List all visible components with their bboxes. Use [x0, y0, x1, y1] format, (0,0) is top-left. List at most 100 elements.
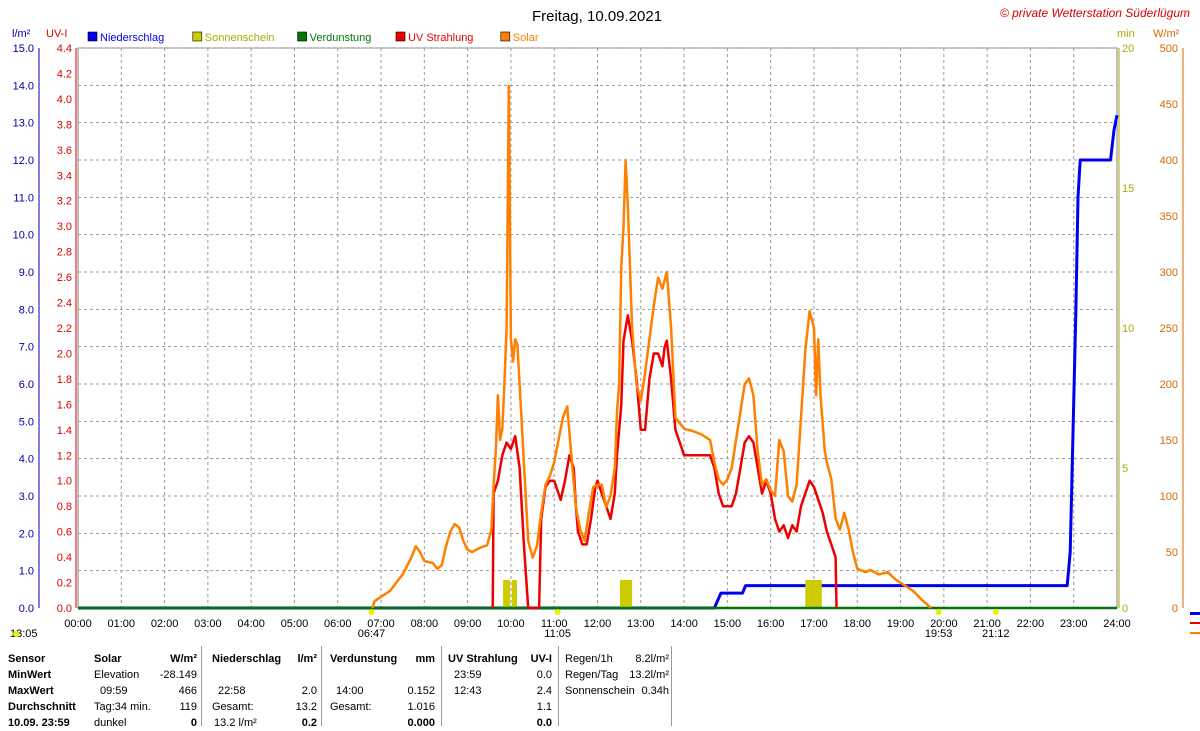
stats-uv-column: UV Strahlung UV-I 23:59 0.0 12:43 2.4 1.…	[442, 646, 559, 729]
solar-tick-label: 200	[1160, 379, 1178, 391]
x-tick-label: 01:00	[108, 618, 136, 630]
x-tick-label: 12:00	[584, 618, 612, 630]
stats-value: 13.2	[295, 701, 317, 713]
time-markers: 06:47 11:05 19:53 21:12	[358, 609, 1010, 640]
stats-value: 13.2l/m²	[629, 669, 669, 681]
left-unit-uv: UV-I	[46, 28, 67, 40]
sun-marker	[554, 609, 561, 615]
right-unit-solar: W/m²	[1153, 28, 1180, 40]
stats-value: 0.152	[407, 685, 435, 697]
rain-tick-label: 9.0	[19, 267, 34, 279]
left-time-label: 13:05	[10, 628, 38, 640]
x-tick-label: 10:00	[497, 618, 525, 630]
x-tick-label: 02:00	[151, 618, 179, 630]
legend-label: Niederschlag	[100, 32, 164, 44]
rain-tick-label: 0.0	[19, 603, 34, 615]
stats-cell: Sonnenschein	[565, 685, 635, 697]
stats-value: 2.4	[536, 685, 552, 697]
left-unit-rain: l/m²	[12, 28, 31, 40]
rain-tick-label: 14.0	[13, 80, 34, 92]
sonnenschein-bar	[503, 580, 511, 608]
stats-cell: 22:58	[218, 685, 246, 697]
solar-tick-label: 450	[1160, 99, 1178, 111]
sun-tick-label: 10	[1122, 323, 1134, 335]
stats-cell: dunkel	[94, 717, 127, 729]
uv-tick-label: 0.0	[57, 603, 72, 615]
x-tick-label: 17:00	[800, 618, 828, 630]
stats-cell: Gesamt:	[212, 701, 254, 713]
uv-tick-label: 4.2	[57, 68, 72, 80]
left-sun-dot	[13, 631, 19, 637]
right-legend-blue-swatch	[1190, 612, 1200, 615]
sun-tick-label: 15	[1122, 183, 1134, 195]
uv-tick-label: 0.8	[57, 501, 72, 513]
stats-value: 0.0	[536, 717, 552, 729]
x-tick-label: 21:00	[973, 618, 1001, 630]
stats-cell: 09:59	[100, 685, 128, 697]
rain-tick-label: 4.0	[19, 454, 34, 466]
stats-value: 0.0	[536, 669, 552, 681]
stats-solar-column: Solar W/m² Elevation -28.149 09:59 466 T…	[88, 646, 202, 729]
sun-tick-label: 0	[1122, 603, 1128, 615]
stats-cell: Elevation	[94, 669, 140, 681]
x-tick-label: 09:00	[454, 618, 482, 630]
stats-value: 1.1	[536, 701, 552, 713]
legend: Niederschlag Sonnenschein Verdunstung UV St…	[87, 31, 539, 44]
x-tick-label: 16:00	[757, 618, 785, 630]
sun-marker	[992, 609, 999, 615]
marker-label: 06:47	[358, 628, 386, 640]
uv-tick-label: 2.2	[57, 323, 72, 335]
right-legend-orange-swatch	[1190, 632, 1200, 634]
uv-strahlung-line	[491, 314, 838, 610]
stats-value: 0.000	[407, 717, 435, 729]
uv-tick-label: 1.4	[57, 425, 72, 437]
rain-tick-label: 11.0	[13, 192, 34, 204]
stats-cell: Regen/1h	[565, 653, 613, 665]
x-tick-label: 22:00	[1017, 618, 1045, 630]
legend-label: Sonnenschein	[205, 32, 275, 44]
marker-label: 21:12	[982, 628, 1010, 640]
sun-marker	[368, 609, 375, 615]
legend-swatch	[395, 31, 406, 42]
uv-tick-label: 2.8	[57, 247, 72, 259]
stats-cell: 14:00	[336, 685, 364, 697]
axes	[38, 48, 1184, 608]
uv-tick-label: 3.4	[57, 170, 72, 182]
rain-tick-label: 15.0	[13, 43, 34, 55]
solar-tick-label: 300	[1160, 267, 1178, 279]
stats-row-label: Durchschnitt	[8, 701, 76, 713]
stats-evap-title: Verdunstung	[330, 653, 398, 665]
chart-title: Freitag, 10.09.2021	[532, 8, 662, 25]
stats-solar-unit: W/m²	[170, 653, 197, 665]
solar-tick-label: 350	[1160, 211, 1178, 223]
stats-row-label: MaxWert	[8, 685, 54, 697]
stats-cell: 12:43	[454, 685, 482, 697]
uv-tick-label: 2.0	[57, 348, 72, 360]
grid	[77, 47, 1118, 609]
stats-value: -28.149	[159, 669, 197, 681]
uv-tick-label: 3.0	[57, 221, 72, 233]
rain-tick-label: 6.0	[19, 379, 34, 391]
x-tick-label: 00:00	[64, 618, 92, 630]
legend-swatch	[87, 31, 98, 42]
legend-label: UV Strahlung	[408, 32, 473, 44]
x-tick-label: 08:00	[411, 618, 439, 630]
solar-tick-label: 50	[1166, 547, 1178, 559]
stats-solar-title: Solar	[94, 653, 122, 665]
x-tick-label: 07:00	[367, 618, 395, 630]
uv-tick-label: 4.0	[57, 94, 72, 106]
stats-cell: Regen/Tag	[565, 669, 619, 681]
rain-tick-label: 3.0	[19, 491, 34, 503]
uv-tick-label: 2.4	[57, 298, 72, 310]
right-unit-sun: min	[1117, 28, 1135, 40]
stats-sensor-column: Sensor MinWert MaxWert Durchschnitt 10.0…	[6, 646, 88, 729]
stats-rain-unit: l/m²	[297, 653, 317, 665]
uv-tick-label: 2.6	[57, 272, 72, 284]
legend-swatch	[297, 31, 307, 42]
series-layer	[78, 84, 1119, 610]
x-tick-label: 24:00	[1103, 618, 1131, 630]
stats-value: 0.34h	[641, 685, 669, 697]
solar-tick-label: 400	[1160, 155, 1178, 167]
rain-tick-label: 10.0	[13, 230, 34, 242]
rain-tick-label: 8.0	[19, 304, 34, 316]
